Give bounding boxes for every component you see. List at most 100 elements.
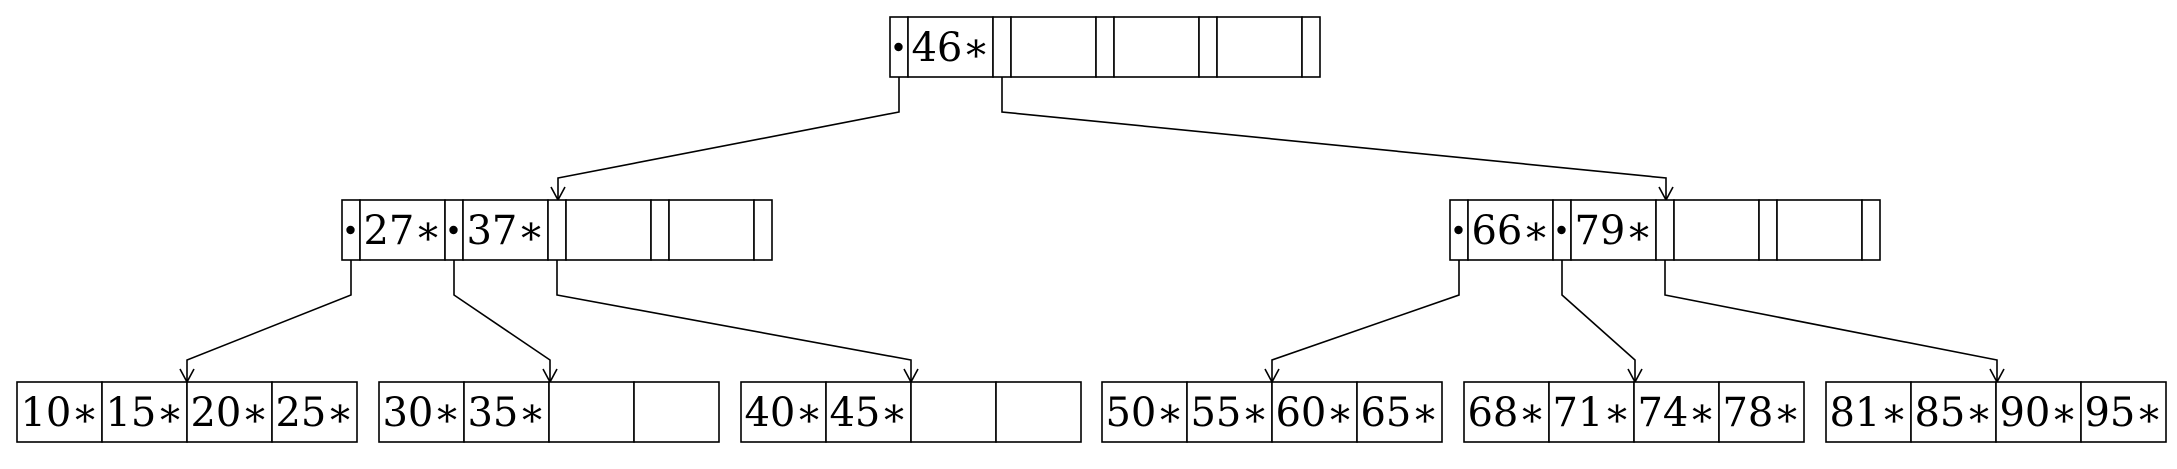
tree-edges — [179, 77, 2005, 384]
leaf-entry-cell — [1271, 381, 1358, 443]
empty-leaf-cell — [995, 381, 1082, 443]
leaf-entry-label: 40∗ — [744, 390, 822, 436]
edge-internal-2-to-leaf-6 — [1664, 260, 2005, 384]
pointer-dot — [1454, 225, 1463, 235]
leaf-entry-cell — [740, 381, 827, 443]
leaf-entry-label: 68∗ — [1467, 390, 1545, 436]
pointer-slot — [650, 199, 670, 261]
key-label: 46∗ — [911, 25, 989, 71]
edge-line — [556, 260, 912, 382]
root-node: 46∗ — [889, 16, 1321, 78]
leaf-entry-cell — [1548, 381, 1635, 443]
leaf-entry-label: 81∗ — [1829, 390, 1907, 436]
internal-node-1: 27∗ 37∗ — [341, 199, 773, 261]
empty-leaf-cell — [633, 381, 720, 443]
leaf-entry-label: 85∗ — [1914, 390, 1992, 436]
key-slot — [462, 199, 549, 261]
leaf-entry-label: 35∗ — [467, 390, 545, 436]
key-slot — [1467, 199, 1554, 261]
leaf-entry-cell — [378, 381, 465, 443]
leaf-node-5: 68∗ 71∗ 74∗ 78∗ — [1463, 381, 1805, 443]
pointer-dot — [894, 42, 903, 52]
pointer-slot — [547, 199, 567, 261]
edge-line — [186, 260, 352, 382]
leaf-entry-label: 74∗ — [1637, 390, 1715, 436]
leaf-entry-cell — [1910, 381, 1997, 443]
edge-internal-2-to-leaf-4 — [1264, 260, 1460, 384]
key-label: 27∗ — [363, 208, 441, 254]
pointer-slot — [1198, 16, 1218, 78]
leaf-entry-label: 25∗ — [275, 390, 353, 436]
edge-line — [1001, 77, 1667, 200]
internal-node-2: 66∗ 79∗ — [1449, 199, 1881, 261]
leaf-node-6: 81∗ 85∗ 90∗ 95∗ — [1825, 381, 2167, 443]
pointer-slot — [992, 16, 1012, 78]
leaf-entry-cell — [1101, 381, 1188, 443]
key-label: 37∗ — [466, 208, 544, 254]
pointer-dot — [1557, 225, 1566, 235]
empty-key-slot — [1673, 199, 1760, 261]
leaf-entry-cell — [271, 381, 358, 443]
leaf-entry-cell — [2080, 381, 2167, 443]
leaf-node-2: 30∗ 35∗ — [378, 381, 720, 443]
leaf-entry-label: 15∗ — [105, 390, 183, 436]
pointer-slot — [1861, 199, 1881, 261]
edge-internal-1-to-leaf-2 — [453, 260, 558, 384]
leaf-entry-label: 45∗ — [829, 390, 907, 436]
pointer-dot — [449, 225, 458, 235]
leaf-entry-label: 50∗ — [1105, 390, 1183, 436]
tree-nodes: 46∗ 27∗ 37∗ 66∗ 79∗ 10∗ 15∗ 20∗ 25∗ 30∗ 35∗ 40∗ 45∗ 5… — [16, 16, 2167, 443]
empty-key-slot — [1113, 16, 1200, 78]
pointer-slot — [1655, 199, 1675, 261]
leaf-entry-cell — [1825, 381, 1912, 443]
leaf-entry-cell — [1356, 381, 1443, 443]
key-slot — [359, 199, 446, 261]
leaf-entry-cell — [1718, 381, 1805, 443]
edge-root-to-internal-2 — [1001, 77, 1674, 202]
leaf-entry-label: 60∗ — [1275, 390, 1353, 436]
leaf-entry-cell — [825, 381, 912, 443]
pointer-slot — [753, 199, 773, 261]
edge-line — [1664, 260, 1998, 382]
edge-root-to-internal-1 — [550, 77, 900, 202]
empty-key-slot — [668, 199, 755, 261]
pointer-slot — [1301, 16, 1321, 78]
empty-key-slot — [1010, 16, 1097, 78]
edge-line — [1561, 260, 1636, 382]
leaf-entry-label: 90∗ — [1999, 390, 2077, 436]
edge-internal-1-to-leaf-1 — [179, 260, 352, 384]
leaf-entry-label: 10∗ — [20, 390, 98, 436]
edge-line — [1271, 260, 1460, 382]
key-slot — [907, 16, 994, 78]
leaf-entry-cell — [101, 381, 188, 443]
leaf-entry-label: 30∗ — [382, 390, 460, 436]
leaf-entry-label: 71∗ — [1552, 390, 1630, 436]
leaf-entry-label: 65∗ — [1360, 390, 1438, 436]
empty-leaf-cell — [548, 381, 635, 443]
empty-key-slot — [1776, 199, 1863, 261]
leaf-entry-label: 55∗ — [1190, 390, 1268, 436]
edge-line — [453, 260, 551, 382]
key-label: 66∗ — [1471, 208, 1549, 254]
edge-internal-2-to-leaf-5 — [1561, 260, 1643, 384]
leaf-entry-cell — [1186, 381, 1273, 443]
key-slot — [1570, 199, 1657, 261]
leaf-entry-cell — [1633, 381, 1720, 443]
key-label: 79∗ — [1574, 208, 1652, 254]
pointer-dot — [346, 225, 355, 235]
leaf-node-3: 40∗ 45∗ — [740, 381, 1082, 443]
leaf-node-4: 50∗ 55∗ 60∗ 65∗ — [1101, 381, 1443, 443]
edge-internal-1-to-leaf-3 — [556, 260, 919, 384]
pointer-slot — [1095, 16, 1115, 78]
leaf-entry-cell — [1463, 381, 1550, 443]
empty-key-slot — [1216, 16, 1303, 78]
leaf-entry-cell — [1995, 381, 2082, 443]
leaf-entry-label: 20∗ — [190, 390, 268, 436]
leaf-node-1: 10∗ 15∗ 20∗ 25∗ — [16, 381, 358, 443]
edge-line — [557, 77, 900, 200]
empty-leaf-cell — [910, 381, 997, 443]
leaf-entry-cell — [463, 381, 550, 443]
leaf-entry-label: 95∗ — [2084, 390, 2162, 436]
leaf-entry-label: 78∗ — [1722, 390, 1800, 436]
